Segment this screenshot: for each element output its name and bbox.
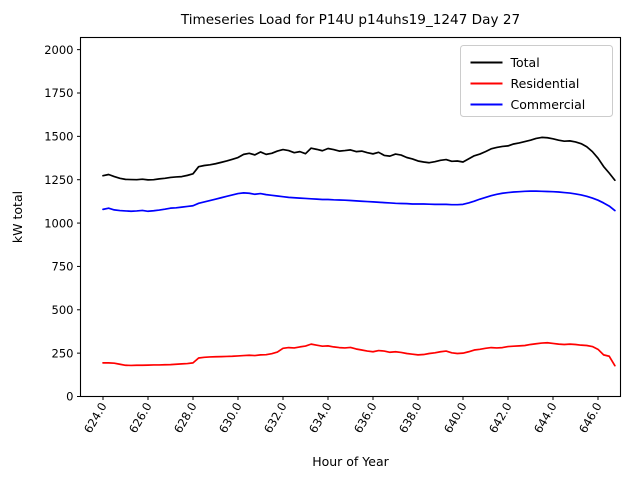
- y-tick-label: 0: [66, 390, 73, 404]
- x-tick-label: 636.0: [351, 400, 380, 436]
- series-line-commercial: [102, 190, 616, 213]
- y-tick-label: 250: [52, 346, 74, 360]
- series-group: [102, 136, 616, 367]
- x-tick-label: 628.0: [171, 400, 200, 436]
- plot-frame: [79, 36, 622, 398]
- y-tick-label: 1750: [44, 86, 73, 100]
- x-axis: 624.0 626.0 628.0 630.0 632.0 634.0 636.0 638.0…: [81, 396, 605, 436]
- series-line-total: [102, 136, 616, 182]
- y-tick-label: 2000: [44, 43, 73, 57]
- y-tick-label: 1500: [44, 130, 73, 144]
- x-tick-label: 630.0: [216, 400, 245, 436]
- legend: Total Residential Commercial: [460, 45, 613, 117]
- y-axis: 0 250 500 750 1000 1250 1500 1750 2000: [44, 43, 81, 404]
- legend-label-total: Total: [510, 55, 540, 70]
- x-tick-label: 624.0: [81, 400, 110, 436]
- legend-label-residential: Residential: [511, 76, 580, 91]
- x-tick-label: 632.0: [261, 400, 290, 436]
- x-tick-label: 638.0: [396, 400, 425, 436]
- chart-title: Timeseries Load for P14U p14uhs19_1247 D…: [180, 12, 520, 28]
- x-tick-label: 640.0: [441, 400, 470, 436]
- y-tick-label: 1000: [44, 216, 73, 230]
- series-line-residential: [102, 341, 616, 367]
- x-tick-label: 646.0: [576, 400, 605, 436]
- y-tick-label: 500: [52, 303, 74, 317]
- x-tick-label: 626.0: [126, 400, 155, 436]
- y-tick-label: 750: [52, 260, 74, 274]
- legend-label-commercial: Commercial: [511, 97, 586, 112]
- y-axis-title: kW total: [10, 191, 25, 243]
- x-tick-label: 644.0: [531, 400, 560, 436]
- x-tick-label: 642.0: [486, 400, 515, 436]
- x-tick-label: 634.0: [306, 400, 335, 436]
- y-tick-label: 1250: [44, 173, 73, 187]
- x-axis-title: Hour of Year: [312, 454, 389, 469]
